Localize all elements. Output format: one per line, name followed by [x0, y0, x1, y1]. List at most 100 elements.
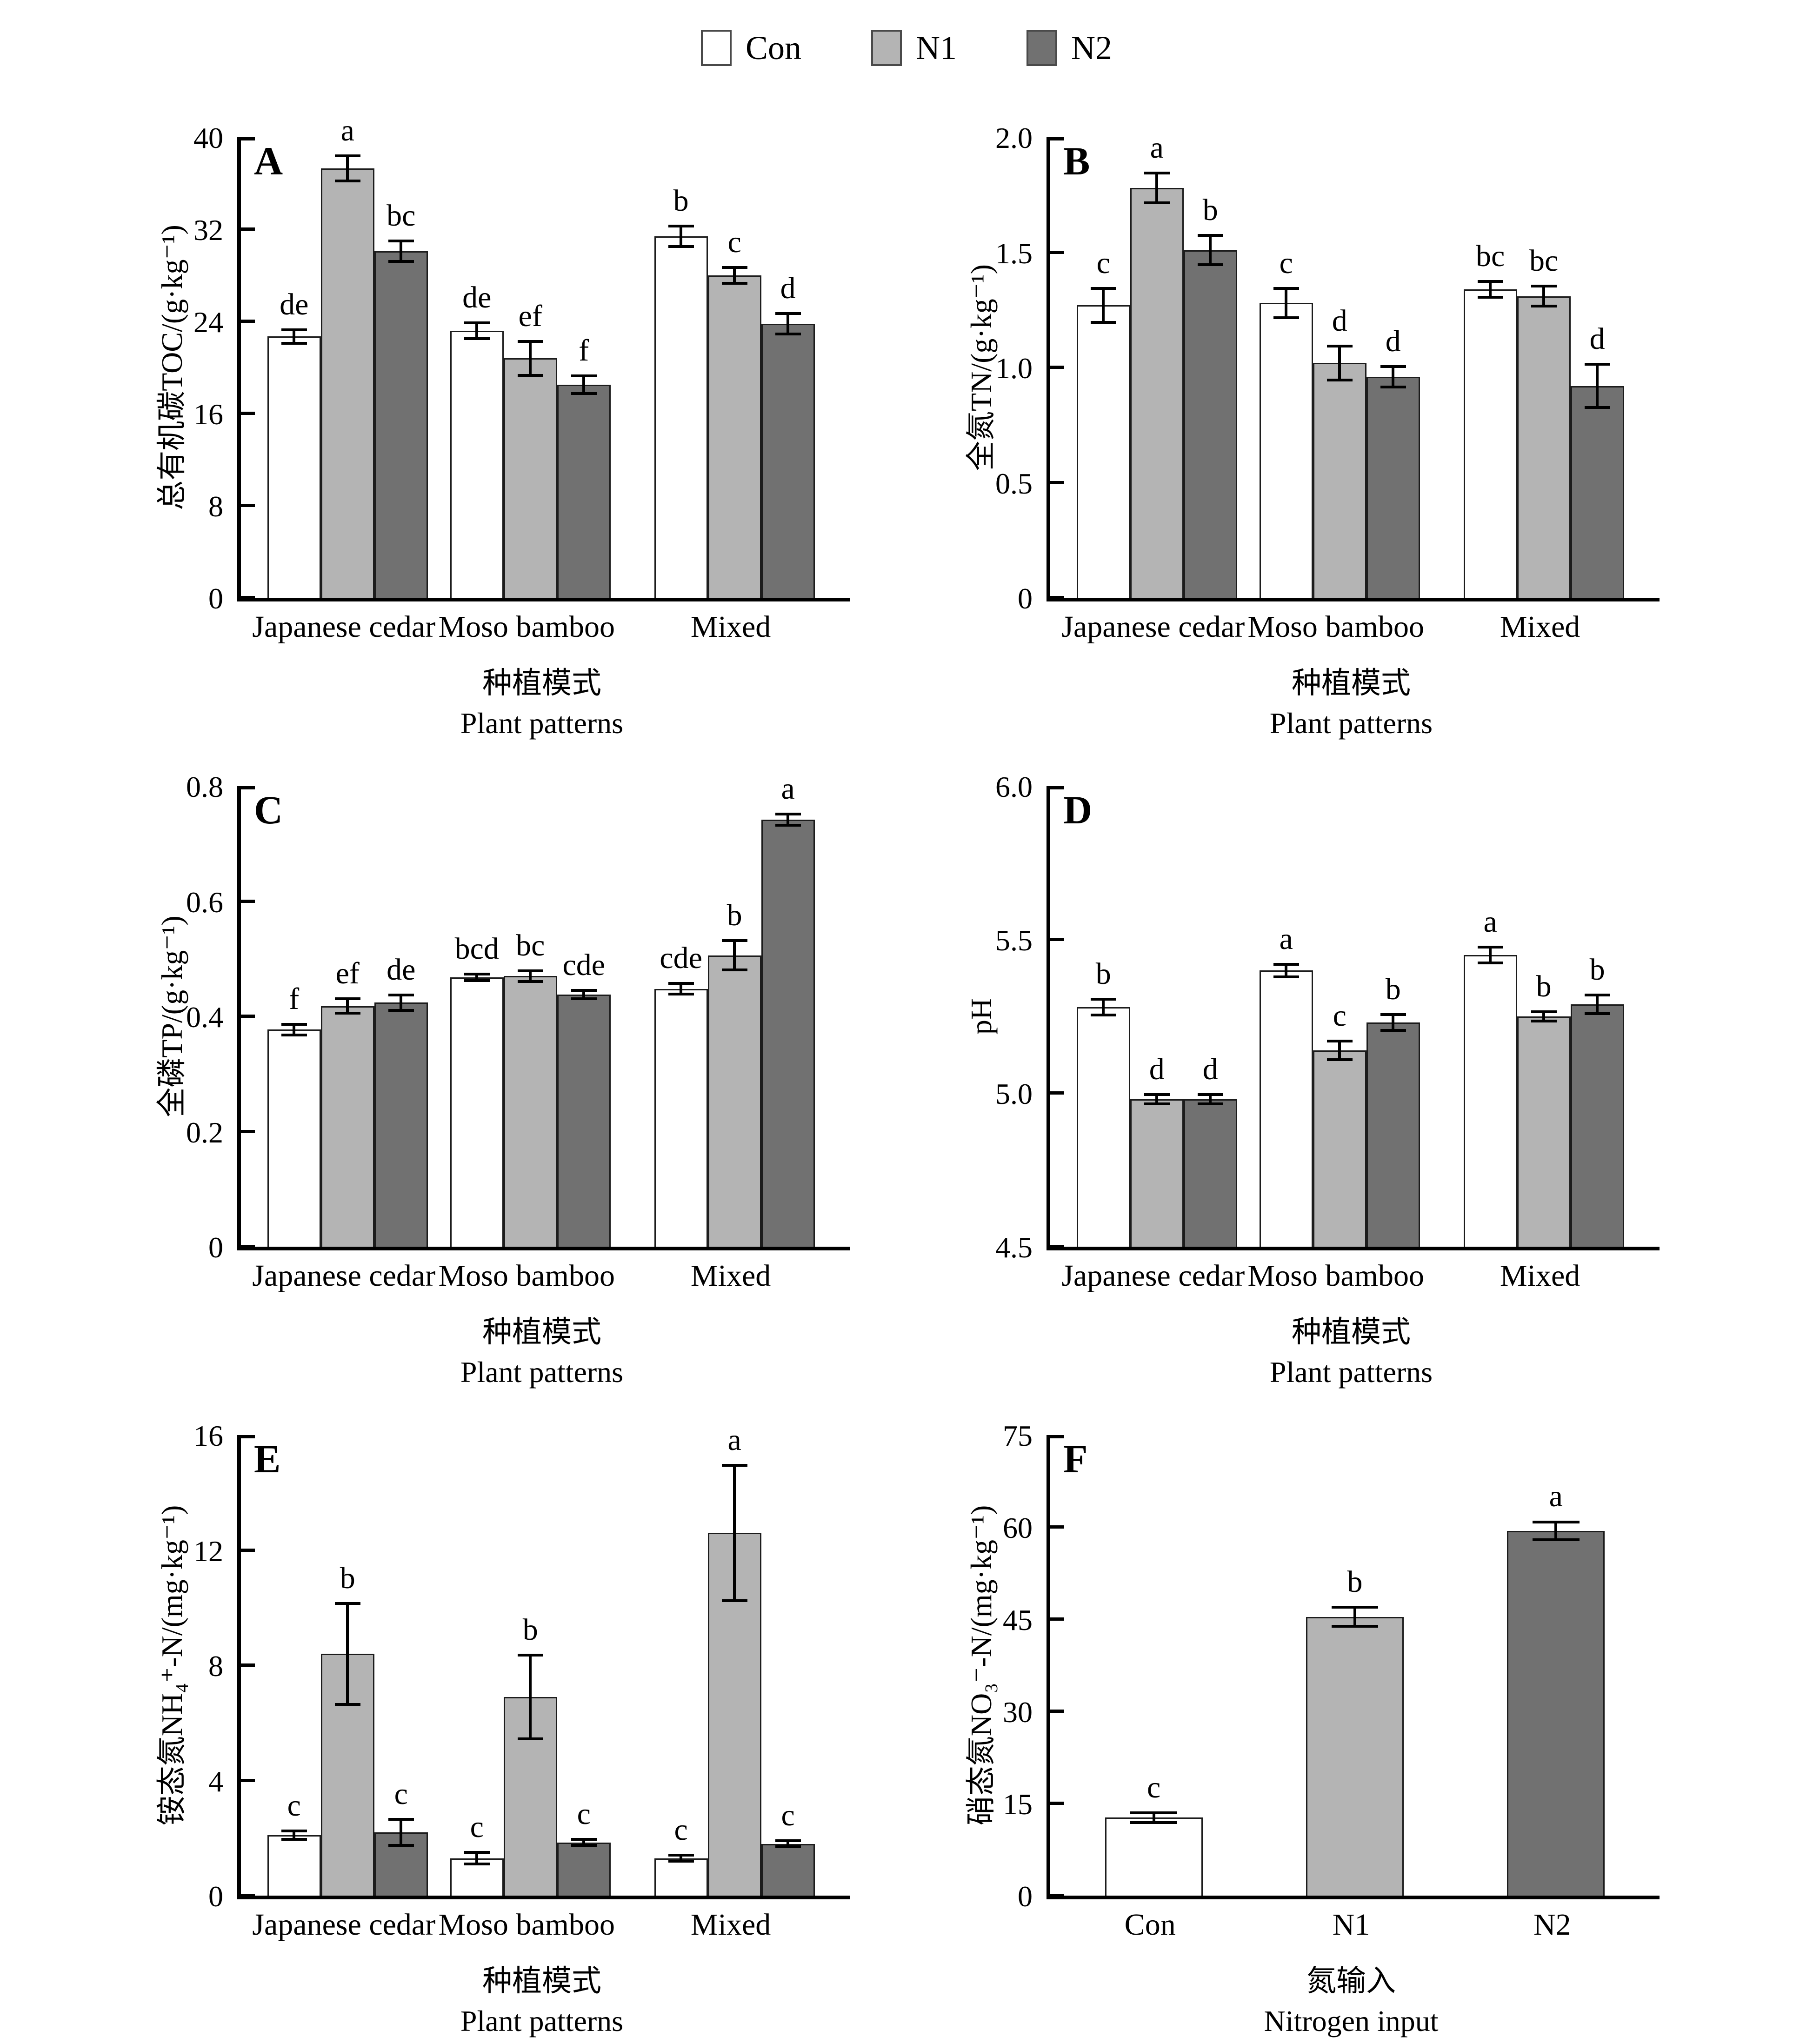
- error-bar: [1380, 1013, 1406, 1032]
- y-tick-label: 5.5: [995, 924, 1033, 957]
- error-bar: [464, 1851, 490, 1866]
- error-bar-line: [529, 340, 532, 377]
- error-bar-cap-top: [334, 1602, 360, 1605]
- y-tick: [241, 412, 255, 415]
- category-label-japanese-cedar: Japanese cedar: [1061, 1259, 1245, 1293]
- y-tick-label: 45: [1003, 1603, 1033, 1637]
- error-bar-line: [1209, 1093, 1212, 1106]
- error-bar-line: [1209, 234, 1212, 267]
- error-bar-cap-bottom: [388, 1844, 414, 1847]
- category-label-moso-bamboo: Moso bamboo: [438, 1908, 615, 1942]
- significance-letter: b: [340, 1561, 355, 1595]
- y-tick-label: 4: [208, 1764, 223, 1798]
- y-tick: [1050, 938, 1064, 941]
- error-bar: [1144, 172, 1170, 204]
- error-bar: [517, 340, 543, 377]
- significance-letter: a: [1279, 922, 1293, 956]
- error-bar: [334, 154, 360, 182]
- significance-letter: c: [727, 225, 741, 260]
- y-tick: [241, 1015, 255, 1018]
- y-tick-label: 8: [208, 1650, 223, 1683]
- error-bar-cap-top: [388, 993, 414, 996]
- x-axis-title-zh: 种植模式: [1292, 667, 1411, 700]
- significance-letter: c: [470, 1810, 484, 1844]
- error-bar: [775, 312, 801, 335]
- error-bar-cap-top: [388, 240, 414, 243]
- error-bar-cap-top: [1380, 365, 1406, 368]
- error-bar-line: [582, 989, 586, 1001]
- error-bar-line: [733, 266, 736, 285]
- y-tick-label: 0.2: [186, 1116, 223, 1149]
- error-bar-cap-bottom: [464, 979, 490, 982]
- x-axis-title-en: Plant patterns: [460, 2004, 624, 2037]
- significance-letter: a: [1150, 131, 1164, 165]
- legend-label-n1: N1: [916, 29, 957, 67]
- error-bar-cap-top: [1584, 363, 1610, 366]
- error-bar-cap-top: [517, 969, 543, 972]
- category-label-moso-bamboo: Moso bamboo: [438, 610, 615, 644]
- legend-label-con: Con: [745, 29, 802, 67]
- y-tick: [241, 320, 255, 323]
- error-bar-cap-bottom: [388, 260, 414, 263]
- error-bar-line: [529, 969, 532, 983]
- category-label-mixed: Mixed: [690, 1259, 771, 1293]
- significance-letter: ef: [335, 956, 360, 991]
- bar-con-moso-bamboo: [1259, 970, 1313, 1247]
- significance-letter: b: [1347, 1564, 1363, 1599]
- error-bar: [464, 972, 490, 982]
- y-tick: [241, 1663, 255, 1667]
- error-bar-line: [1554, 1520, 1558, 1542]
- error-bar-cap-top: [1584, 993, 1610, 996]
- significance-letter: b: [1589, 952, 1605, 987]
- error-bar-cap-bottom: [721, 969, 747, 972]
- error-bar-cap-top: [1477, 280, 1503, 283]
- error-bar: [281, 1829, 307, 1841]
- bar-n1-japanese-cedar: [1130, 1099, 1184, 1247]
- error-bar-cap-bottom: [775, 332, 801, 335]
- significance-letter: de: [387, 952, 416, 987]
- legend-swatch-n2: [1026, 30, 1058, 66]
- error-bar-line: [400, 1817, 403, 1847]
- error-bar-cap-bottom: [1144, 1102, 1170, 1106]
- error-bar-cap-top: [1090, 287, 1116, 290]
- y-tick: [1050, 481, 1064, 484]
- error-bar-line: [787, 312, 790, 335]
- y-tick-label: 75: [1003, 1419, 1033, 1452]
- error-bar-cap-top: [1197, 234, 1223, 237]
- significance-letter: bc: [387, 199, 416, 233]
- error-bar: [721, 1463, 747, 1602]
- y-tick-label: 4.5: [995, 1231, 1033, 1264]
- error-bar: [1090, 998, 1116, 1016]
- error-bar-line: [1102, 998, 1105, 1016]
- error-bar-cap-top: [334, 154, 360, 158]
- category-label-moso-bamboo: Moso bamboo: [1247, 1259, 1425, 1293]
- category-label-japanese-cedar: Japanese cedar: [252, 610, 436, 644]
- category-label-moso-bamboo: Moso bamboo: [1247, 610, 1425, 644]
- y-tick-label: 0: [1018, 1880, 1033, 1913]
- bar-con-japanese-cedar: [1076, 305, 1130, 598]
- error-bar: [1532, 1520, 1580, 1542]
- error-bar-line: [1596, 993, 1599, 1015]
- y-tick-label: 60: [1003, 1511, 1033, 1544]
- bar-n2-mixed: [761, 323, 815, 598]
- y-tick-label: 0: [208, 1880, 223, 1913]
- error-bar: [1477, 946, 1503, 964]
- bar-con-mixed: [1463, 289, 1517, 598]
- y-tick: [241, 137, 255, 140]
- legend-item-con: Con: [700, 29, 802, 67]
- significance-letter: a: [781, 771, 795, 806]
- error-bar-cap-bottom: [1531, 305, 1557, 308]
- error-bar: [1331, 1605, 1379, 1628]
- significance-letter: d: [1332, 303, 1347, 338]
- significance-letter: d: [1202, 1052, 1218, 1086]
- significance-letter: c: [1279, 246, 1293, 280]
- significance-letter: f: [289, 982, 300, 1016]
- category-label-con: Con: [1124, 1908, 1176, 1942]
- bar-n1-moso-bamboo: [1313, 1050, 1366, 1247]
